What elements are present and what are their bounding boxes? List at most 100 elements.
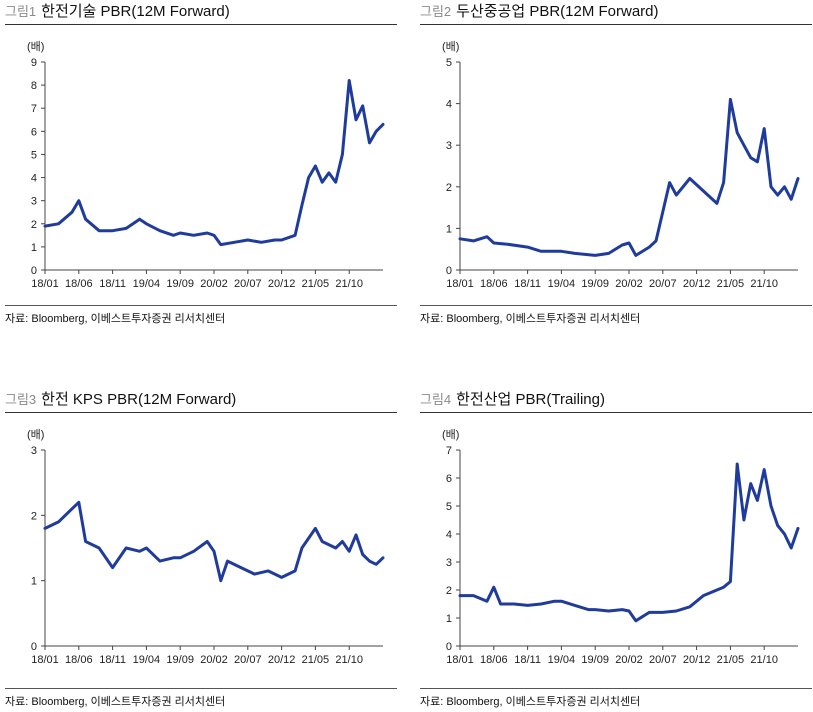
x-tick-label: 20/07: [234, 654, 262, 666]
y-tick-label: 1: [31, 576, 37, 588]
x-tick-label: 21/05: [302, 654, 330, 666]
y-unit-label: (배): [442, 41, 460, 53]
y-tick-label: 2: [446, 585, 452, 597]
x-tick-label: 18/01: [31, 278, 59, 290]
title-divider: [5, 24, 397, 25]
x-tick-label: 20/07: [649, 654, 677, 666]
series-line: [458, 97, 800, 257]
x-tick-label: 20/12: [683, 278, 711, 290]
chart-title: 그림3 한전 KPS PBR(12M Forward): [5, 388, 236, 409]
figure-title: 한전 KPS PBR(12M Forward): [41, 391, 237, 408]
source-note: 자료: Bloomberg, 이베스트투자증권 리서치센터: [420, 313, 641, 325]
y-tick-label: 4: [446, 99, 452, 111]
x-tick-label: 19/04: [548, 278, 576, 290]
source-divider: [420, 305, 812, 306]
y-tick-label: 3: [31, 196, 37, 208]
y-tick-label: 6: [446, 473, 452, 485]
y-tick-label: 1: [31, 242, 37, 254]
x-tick-label: 19/09: [581, 654, 609, 666]
title-divider: [5, 412, 397, 413]
x-tick-label: 18/11: [99, 278, 126, 290]
y-tick-label: 7: [31, 103, 37, 115]
x-tick-label: 19/04: [133, 278, 161, 290]
x-tick-label: 20/12: [683, 654, 711, 666]
figure-title: 한전산업 PBR(Trailing): [456, 391, 605, 408]
x-tick-label: 19/09: [581, 278, 609, 290]
y-tick-label: 5: [446, 57, 452, 69]
x-tick-label: 20/02: [615, 654, 643, 666]
source-note: 자료: Bloomberg, 이베스트투자증권 리서치센터: [5, 696, 226, 708]
y-tick-label: 2: [31, 219, 37, 231]
source-note: 자료: Bloomberg, 이베스트투자증권 리서치센터: [5, 313, 226, 325]
x-tick-label: 18/01: [31, 654, 59, 666]
y-tick-label: 6: [31, 126, 37, 138]
y-tick-label: 3: [446, 557, 452, 569]
chart-title: 그림2 두산중공업 PBR(12M Forward): [420, 0, 659, 21]
x-tick-label: 21/10: [335, 278, 363, 290]
y-unit-label: (배): [27, 41, 45, 53]
x-tick-label: 18/06: [480, 278, 508, 290]
y-tick-label: 7: [446, 445, 452, 457]
line-chart: 0 1 2 3 18/01 18/06 18/11 19/04 19/09 20/02 20/07 2…: [31, 445, 385, 666]
figure-number: 그림1: [5, 4, 37, 19]
x-tick-label: 18/01: [446, 654, 474, 666]
line-chart: 0 1 2 3 4 5 6 7 8 9 18/01 18/06 18/11 19/04 19/09 20/02…: [31, 57, 385, 290]
x-tick-label: 18/11: [514, 654, 541, 666]
y-tick-label: 8: [31, 80, 37, 92]
line-chart: 0 1 2 3 4 5 6 7 18/01 18/06 18/11 19/04 19/09 20/02 20…: [446, 445, 800, 666]
y-tick-label: 2: [446, 182, 452, 194]
x-tick-label: 20/12: [268, 654, 296, 666]
x-tick-label: 18/11: [514, 278, 541, 290]
x-tick-label: 21/10: [750, 654, 778, 666]
y-tick-label: 4: [446, 529, 452, 541]
x-tick-label: 20/07: [234, 278, 262, 290]
source-divider: [5, 305, 397, 306]
x-tick-label: 19/09: [166, 278, 194, 290]
figure-number: 그림2: [420, 4, 452, 19]
x-tick-label: 19/04: [548, 654, 576, 666]
x-tick-label: 21/05: [717, 278, 745, 290]
source-divider: [420, 688, 812, 689]
figure-number: 그림4: [420, 392, 452, 407]
chart-title: 그림4 한전산업 PBR(Trailing): [420, 388, 605, 409]
y-unit-label: (배): [27, 429, 45, 441]
y-tick-label: 9: [31, 57, 37, 69]
x-tick-label: 20/02: [200, 654, 228, 666]
y-tick-label: 0: [31, 265, 37, 277]
x-tick-label: 20/02: [200, 278, 228, 290]
x-tick-label: 19/09: [166, 654, 194, 666]
y-tick-label: 3: [446, 140, 452, 152]
title-divider: [420, 24, 812, 25]
x-tick-label: 18/06: [65, 654, 93, 666]
y-tick-label: 0: [31, 641, 37, 653]
y-tick-label: 4: [31, 173, 37, 185]
figure-title: 두산중공업 PBR(12M Forward): [456, 3, 659, 20]
source-note: 자료: Bloomberg, 이베스트투자증권 리서치센터: [420, 696, 641, 708]
series-line: [43, 79, 385, 247]
chart-title: 그림1 한전기술 PBR(12M Forward): [5, 0, 230, 21]
x-tick-label: 18/11: [99, 654, 126, 666]
x-tick-label: 21/05: [302, 278, 330, 290]
x-tick-label: 21/05: [717, 654, 745, 666]
x-tick-label: 20/07: [649, 278, 677, 290]
x-tick-label: 19/04: [133, 654, 161, 666]
y-tick-label: 5: [31, 149, 37, 161]
y-tick-label: 3: [31, 445, 37, 457]
y-tick-label: 0: [446, 641, 452, 653]
figure-title: 한전기술 PBR(12M Forward): [41, 3, 230, 20]
y-tick-label: 1: [446, 613, 452, 625]
y-tick-label: 2: [31, 510, 37, 522]
x-tick-label: 18/01: [446, 278, 474, 290]
y-tick-label: 0: [446, 265, 452, 277]
y-tick-label: 5: [446, 501, 452, 513]
x-tick-label: 18/06: [65, 278, 93, 290]
x-tick-label: 21/10: [335, 654, 363, 666]
x-tick-label: 18/06: [480, 654, 508, 666]
x-tick-label: 20/02: [615, 278, 643, 290]
source-divider: [5, 688, 397, 689]
title-divider: [420, 412, 812, 413]
y-unit-label: (배): [442, 429, 460, 441]
line-chart: 0 1 2 3 4 5 18/01 18/06 18/11 19/04 19/09 20/02 20/0…: [446, 57, 800, 290]
series-line: [458, 462, 800, 623]
figure-number: 그림3: [5, 392, 37, 407]
